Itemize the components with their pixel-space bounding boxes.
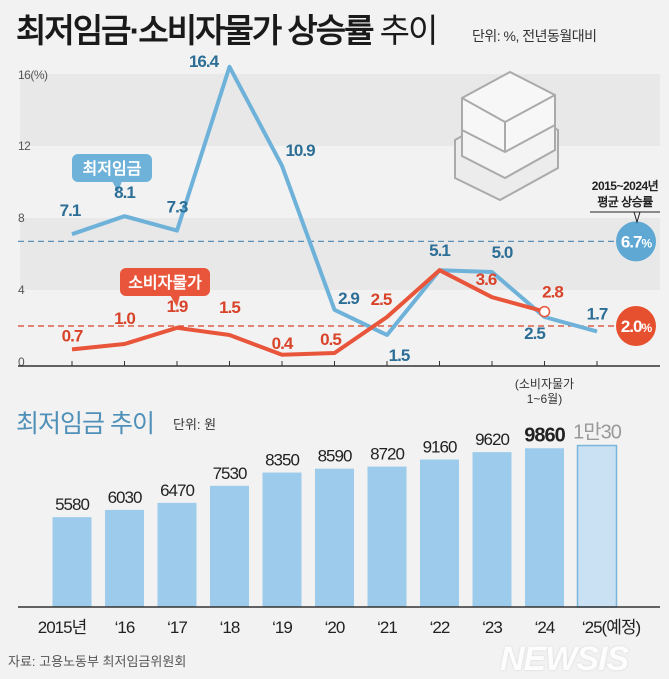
x-category-label: ‘24	[535, 618, 555, 637]
bar-value-label: 1만30	[573, 421, 622, 444]
y-tick-label: 8	[18, 211, 25, 225]
bar-value-label: 8590	[318, 447, 352, 466]
data-label: 1.5	[219, 298, 240, 317]
bar-value-label: 9160	[423, 438, 457, 457]
x-category-label: ‘21	[377, 618, 397, 637]
bar	[473, 452, 512, 607]
grid-band	[20, 218, 660, 290]
data-label: 1.9	[167, 297, 188, 316]
bar	[578, 446, 617, 607]
data-label: 5.0	[492, 243, 513, 262]
y-tick-label: 12	[18, 139, 31, 153]
x-category-label: 2015년	[38, 618, 86, 637]
x-category-label: ‘17	[167, 618, 187, 637]
data-label: 7.1	[60, 201, 81, 220]
newsis-logo-watermark: NEWSIS	[500, 640, 628, 679]
data-label: 2.5	[371, 290, 392, 309]
x-category-label: ‘16	[115, 618, 135, 637]
bar-value-label: 6470	[160, 481, 194, 500]
source-note: 자료: 고용노동부 최저임금위원회	[8, 651, 186, 670]
y-tick-label: 4	[18, 283, 25, 297]
bar-chart-unit: 단위: 원	[173, 414, 216, 433]
legend-label-min-wage: 최저임금	[83, 159, 142, 178]
bar	[368, 467, 407, 607]
bar-value-label: 9620	[475, 430, 509, 449]
data-label: 8.1	[114, 183, 135, 202]
x-category-label: ‘18	[220, 618, 240, 637]
legend-label-cpi: 소비자물가	[128, 274, 202, 292]
data-label: 10.9	[285, 141, 315, 160]
data-label: 2.5	[524, 324, 545, 343]
data-label: 0.4	[272, 334, 294, 353]
bar	[420, 460, 459, 607]
bar	[525, 448, 564, 607]
cpi-latest-marker	[540, 307, 550, 317]
bar-chart-title: 최저임금 추이	[16, 404, 154, 440]
bar	[263, 473, 302, 607]
bar	[105, 510, 144, 607]
x-category-label: ‘22	[430, 618, 450, 637]
x-category-label: ‘20	[325, 618, 345, 637]
y-tick-label: 16(%)	[18, 68, 48, 82]
data-label: 1.7	[587, 304, 608, 323]
bar-value-label: 8720	[370, 445, 404, 464]
data-label: 2.9	[338, 289, 359, 308]
y-tick-label: 0	[18, 355, 25, 369]
bar	[158, 503, 197, 607]
data-label: 1.5	[389, 346, 410, 365]
bar-value-label: 5580	[55, 495, 89, 514]
bar-value-label: 6030	[108, 488, 142, 507]
note-line2: 1~6월)	[527, 392, 562, 406]
note-line1: (소비자물가	[515, 377, 574, 391]
data-label: 0.5	[320, 330, 341, 349]
x-category-label: ‘23	[482, 618, 502, 637]
data-label: 1.0	[114, 309, 135, 328]
bar	[210, 486, 249, 607]
average-caption-line1: 2015~2024년	[592, 179, 659, 193]
data-label: 5.1	[429, 241, 450, 260]
x-category-label: ‘25(예정)	[582, 618, 641, 637]
data-label: 0.7	[62, 326, 83, 345]
data-label: 7.3	[167, 198, 188, 217]
grid-band	[20, 74, 660, 146]
average-caption-line2: 평균 상승률	[597, 194, 653, 209]
bar	[53, 517, 92, 607]
bar-value-label: 7530	[213, 464, 247, 483]
bar	[315, 469, 354, 607]
data-label: 3.6	[476, 270, 497, 289]
x-category-label: ‘19	[272, 618, 292, 637]
data-label: 2.8	[542, 283, 563, 302]
bar-value-label: 9860	[524, 424, 565, 446]
bar-value-label: 8350	[265, 451, 299, 470]
data-label: 16.4	[189, 52, 220, 71]
